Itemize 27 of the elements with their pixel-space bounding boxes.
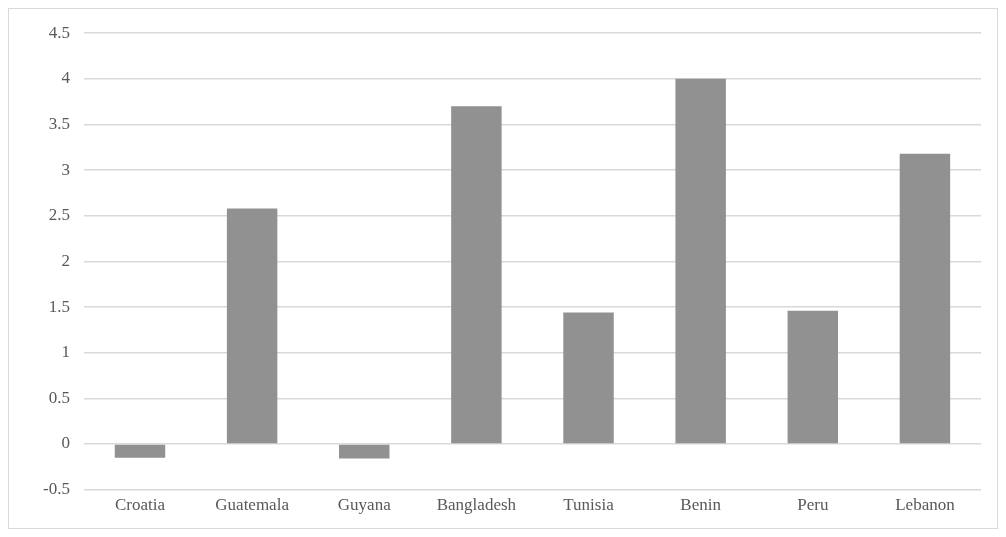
bar	[339, 444, 390, 459]
y-tick-label: 0.5	[48, 387, 70, 407]
y-tick-label: 4	[61, 68, 71, 88]
bar	[226, 208, 278, 444]
y-tick-label: 3.5	[48, 113, 70, 133]
x-tick-label: Guatemala	[215, 495, 290, 515]
y-tick-label: 2.5	[48, 205, 70, 225]
x-tick-label: Benin	[680, 495, 722, 515]
bar	[114, 444, 166, 458]
x-tick-label: Bangladesh	[436, 495, 517, 515]
y-tick-label: 1	[61, 342, 70, 362]
bar	[451, 106, 502, 444]
x-tick-label: Peru	[797, 495, 829, 515]
y-tick-label: 2	[61, 250, 70, 270]
x-tick-label: Guyana	[337, 495, 392, 515]
bar	[899, 153, 951, 444]
bar	[675, 78, 726, 444]
y-tick-label: 4.5	[48, 22, 70, 42]
x-tick-label: Croatia	[114, 495, 166, 515]
y-tick-label: 1.5	[48, 296, 70, 316]
bar	[563, 312, 614, 444]
y-tick-label: 0	[61, 433, 70, 453]
y-tick-label: -0.5	[42, 479, 70, 499]
x-tick-label: Tunisia	[563, 495, 615, 515]
y-tick-label: 3	[61, 159, 70, 179]
bar	[787, 310, 839, 444]
x-tick-label: Lebanon	[895, 495, 956, 515]
